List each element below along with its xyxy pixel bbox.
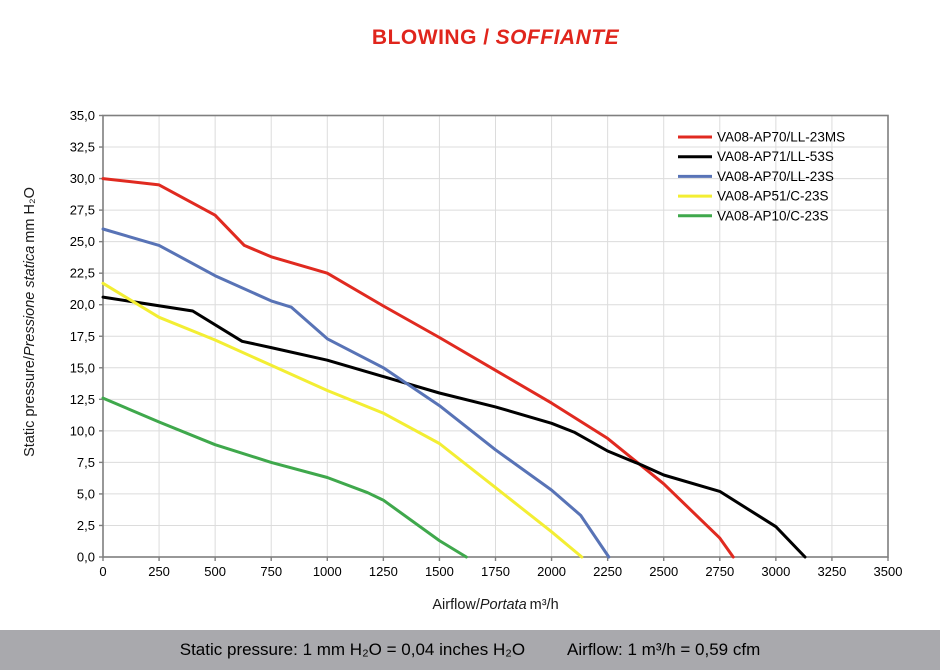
x-tick-label: 0 [99,564,106,579]
x-tick-label: 250 [148,564,170,579]
x-axis-title-unit: m³/h [529,597,559,613]
footer-static-pressure-conversion: Static pressure: 1 mm H₂O = 0,04 inches … [179,640,526,659]
x-tick-label: 1750 [481,564,510,579]
y-tick-label: 35,0 [70,108,95,123]
y-tick-label: 2,5 [77,518,95,533]
series-line [101,396,468,559]
y-tick-label: 12,5 [70,392,95,407]
x-axis-title: Airflow/Portata m³/h [103,597,888,613]
x-tick-label: 1000 [313,564,342,579]
y-tick-label: 30,0 [70,171,95,186]
series-line [101,227,611,559]
performance-chart: 0 250 500 750 1000 1250 1500 1750 2000 2250 2500 27… [70,108,903,579]
y-tick-label: 5,0 [77,486,95,501]
y-tick-label: 20,0 [70,297,95,312]
x-tick-label: 3500 [874,564,903,579]
chart-title: BLOWING / SOFFIANTE [103,26,888,50]
y-tick-label: 22,5 [70,266,95,281]
legend-label: VA08-AP71/LL-53S [717,149,834,164]
chart-title-italic: SOFFIANTE [495,26,620,49]
footer-airflow-conversion: Airflow: 1 m³/h = 0,59 cfm [567,640,761,659]
x-tick-label: 2750 [705,564,734,579]
y-tick-label: 7,5 [77,455,95,470]
x-tick-label: 500 [204,564,226,579]
y-tick-label: 32,5 [70,140,95,155]
y-tick-label: 0,0 [77,550,95,565]
y-tick-label: 25,0 [70,234,95,249]
series-line [101,281,584,559]
x-axis-title-normal: Airflow/ [432,597,480,613]
conversion-footer-bar: Static pressure: 1 mm H₂O = 0,04 inches … [0,630,940,670]
chart-title-main: BLOWING / [371,26,490,49]
x-tick-label: 3250 [817,564,846,579]
y-tick-label: 27,5 [70,203,95,218]
x-tick-label: 1500 [425,564,454,579]
x-tick-label: 2250 [593,564,622,579]
x-tick-label: 750 [260,564,282,579]
x-tick-label: 2500 [649,564,678,579]
series-line [101,295,807,559]
y-tick-label: 17,5 [70,329,95,344]
legend-label: VA08-AP51/C-23S [717,189,829,204]
x-tick-label: 3000 [761,564,790,579]
y-tick-label: 15,0 [70,360,95,375]
x-axis-title-italic: Portata [479,597,527,613]
y-tick-label: 10,0 [70,423,95,438]
x-tick-label: 2000 [537,564,566,579]
legend-label: VA08-AP70/LL-23MS [717,130,845,145]
series-line [101,177,735,559]
legend-label: VA08-AP10/C-23S [717,208,829,223]
x-tick-label: 1250 [369,564,398,579]
legend-label: VA08-AP70/LL-23S [717,169,834,184]
